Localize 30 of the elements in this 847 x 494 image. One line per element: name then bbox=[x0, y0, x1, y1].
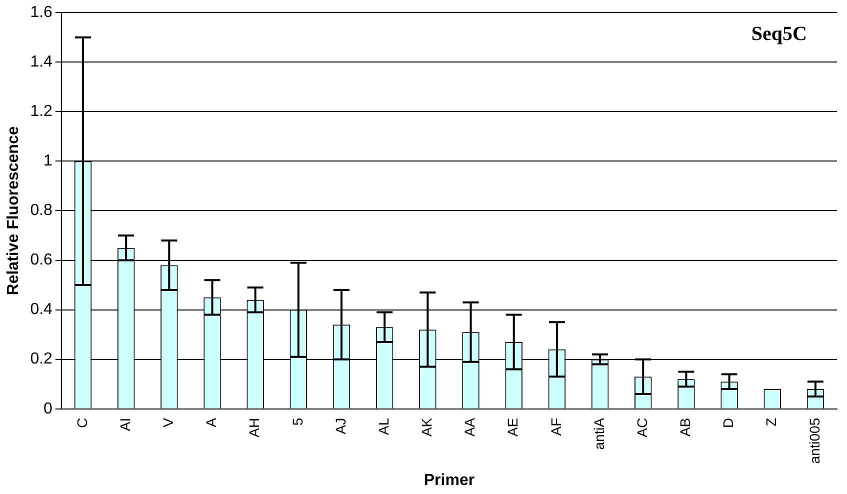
x-tick-label: AJ bbox=[332, 418, 348, 434]
x-tick-label: C bbox=[74, 418, 90, 428]
x-tick-label: AL bbox=[375, 418, 392, 435]
x-tick-label: V bbox=[160, 417, 176, 428]
x-tick-label: AK bbox=[418, 417, 435, 437]
y-tick-label: 0.8 bbox=[30, 202, 53, 220]
x-tick-label: anti005 bbox=[806, 418, 822, 464]
x-tick-label: AC bbox=[634, 418, 650, 438]
x-axis-title: Primer bbox=[424, 472, 475, 489]
y-tick-label: 1.4 bbox=[30, 54, 53, 71]
text: Seq5C bbox=[751, 22, 807, 45]
x-tick-label: A bbox=[203, 417, 220, 428]
y-axis-title: Relative Fluorescence bbox=[5, 126, 22, 296]
y-tick-label: 1.2 bbox=[30, 103, 53, 120]
x-tick-label: AH bbox=[246, 418, 262, 438]
x-tick-label: AI bbox=[116, 418, 133, 432]
y-tick-label: 0.6 bbox=[30, 252, 53, 269]
y-tick-label: 0.2 bbox=[30, 350, 53, 368]
x-tick-label: D bbox=[720, 418, 736, 428]
x-tick-label: 5 bbox=[289, 418, 306, 426]
y-tick-label: 1.6 bbox=[30, 4, 53, 22]
y-tick-label: 0.4 bbox=[30, 301, 53, 318]
y-tick-label: 1 bbox=[44, 152, 53, 170]
x-tick-label: AB bbox=[677, 418, 694, 437]
y-tick-label: 0 bbox=[44, 400, 53, 418]
x-tick-label: AE bbox=[504, 418, 521, 437]
x-tick-label: AA bbox=[462, 417, 478, 437]
x-tick-label: antiA bbox=[590, 417, 607, 450]
x-tick-label: Z bbox=[763, 417, 780, 426]
x-tick-label: AF bbox=[548, 418, 564, 436]
